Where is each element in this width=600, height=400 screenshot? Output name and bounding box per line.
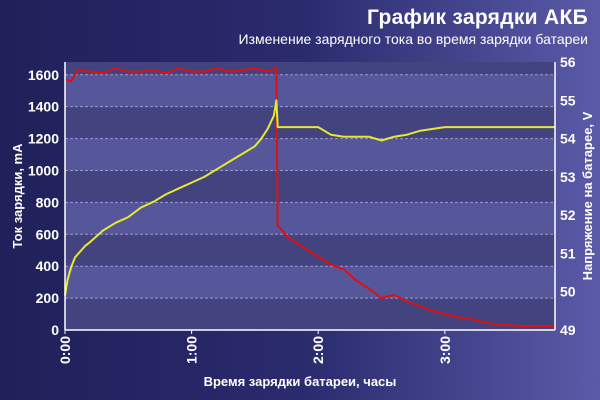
y-left-tick-label: 200 <box>36 290 60 306</box>
y-right-tick-label: 51 <box>560 245 576 261</box>
y-left-tick-label: 600 <box>36 226 60 242</box>
series-group <box>64 67 555 327</box>
x-tick-label: 1:00 <box>184 336 200 364</box>
y-left-tick-label: 1000 <box>28 162 59 178</box>
y-right-tick-label: 50 <box>560 284 576 300</box>
plot-band <box>65 202 555 235</box>
y-right-tick-label: 53 <box>560 169 576 185</box>
plot-band <box>65 138 555 171</box>
y-left-tick-label: 0 <box>51 322 59 338</box>
voltage-series-line <box>64 99 555 296</box>
x-tick-label: 2:00 <box>310 336 326 364</box>
plot-band <box>65 266 555 299</box>
y-axis-left-label: Ток зарядки, mA <box>10 143 25 249</box>
y-right-tick-label: 49 <box>560 322 576 338</box>
x-tick-label: 3:00 <box>437 336 453 364</box>
y-right-tick-label: 56 <box>560 54 576 70</box>
current-series-line <box>64 67 555 327</box>
chart-subtitle: Изменение зарядного тока во время зарядк… <box>238 31 588 47</box>
y-axis-right-label: Напряжение на батарее, V <box>580 111 595 280</box>
plot-band <box>65 74 555 107</box>
plot-background <box>65 62 555 330</box>
y-right-tick-label: 54 <box>560 131 576 147</box>
y-left-tick-label: 800 <box>36 194 60 210</box>
chart-title: График зарядки АКБ <box>367 6 588 29</box>
y-left-tick-label: 1600 <box>28 67 59 83</box>
y-right-tick-label: 52 <box>560 207 576 223</box>
axes <box>64 62 556 334</box>
y-left-tick-label: 1200 <box>28 131 59 147</box>
y-right-tick-label: 55 <box>560 92 576 108</box>
y-left-tick-label: 400 <box>36 258 60 274</box>
y-left-tick-label: 1400 <box>28 99 59 115</box>
x-tick-label: 0:00 <box>57 336 73 364</box>
tick-labels: 0 200 400 600 800 1000 1200 1400 1600 49 50 51 52 53 5… <box>28 54 576 364</box>
x-axis-label: Время зарядки батареи, часы <box>204 374 397 389</box>
